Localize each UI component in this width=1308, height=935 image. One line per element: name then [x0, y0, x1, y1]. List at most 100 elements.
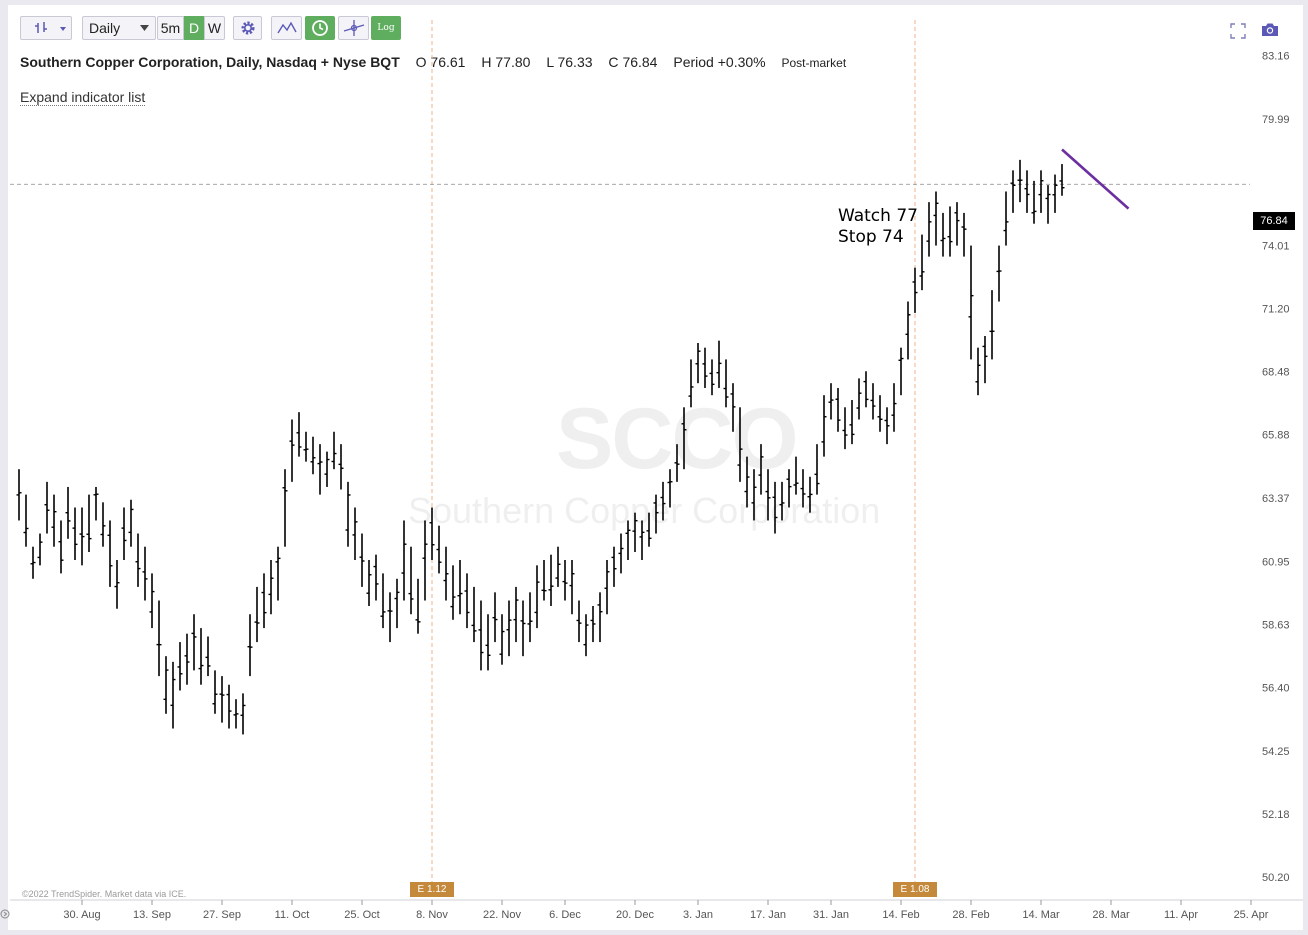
- history-button[interactable]: [305, 16, 335, 40]
- interval-5m-button[interactable]: 5m: [157, 16, 184, 40]
- price-bar: [961, 212, 967, 257]
- price-bar: [653, 494, 659, 534]
- annotation-line-2: Stop 74: [838, 227, 904, 247]
- price-bar: [597, 592, 603, 643]
- chart-type-button[interactable]: [20, 16, 72, 40]
- price-bar: [184, 633, 190, 685]
- interval-w-label: W: [207, 20, 222, 36]
- y-tick-label: 71.20: [1262, 303, 1290, 315]
- price-bar: [93, 486, 99, 521]
- price-bar: [639, 520, 645, 560]
- period-value: +0.30%: [717, 54, 766, 70]
- price-bar: [954, 202, 960, 246]
- price-bar: [142, 546, 148, 601]
- price-bar: [1038, 170, 1044, 213]
- price-bar: [849, 400, 855, 445]
- chart-title: Southern Copper Corporation, Daily, Nasd…: [20, 54, 400, 70]
- gear-icon: [241, 21, 254, 35]
- price-bar: [996, 245, 1002, 302]
- price-bar: [1031, 180, 1037, 224]
- high-label: H: [481, 54, 492, 70]
- annotation-line-1: Watch 77: [838, 206, 918, 226]
- price-bar: [814, 444, 820, 495]
- indicators-button[interactable]: [271, 16, 302, 40]
- expand-indicator-link[interactable]: Expand indicator list: [20, 89, 146, 106]
- price-bar: [16, 469, 22, 521]
- price-bar: [569, 559, 575, 615]
- price-bar: [492, 592, 498, 643]
- price-bar: [541, 559, 547, 601]
- price-bar: [226, 684, 232, 729]
- price-bar: [940, 212, 946, 257]
- price-bar: [436, 525, 442, 574]
- price-bar: [30, 546, 36, 579]
- price-bar: [828, 383, 834, 420]
- price-bar: [394, 578, 400, 629]
- price-bar: [842, 407, 848, 450]
- price-bar: [156, 600, 162, 677]
- y-tick-label: 68.48: [1262, 367, 1290, 379]
- price-bar: [296, 412, 302, 457]
- log-scale-toggle[interactable]: Log: [371, 16, 401, 40]
- price-bar: [114, 559, 120, 609]
- price-bar: [989, 290, 995, 360]
- settings-button[interactable]: [233, 16, 262, 40]
- price-bar: [1017, 159, 1023, 203]
- price-bar: [387, 592, 393, 643]
- price-bar: [359, 533, 365, 587]
- price-bar: [821, 395, 827, 457]
- price-bar: [758, 444, 764, 495]
- copyright-text: ©2022 TrendSpider. Market data via ICE.: [22, 889, 187, 899]
- price-bar: [800, 469, 806, 508]
- watermark-name: Southern Copper Corporation: [408, 490, 881, 531]
- price-bar: [240, 693, 246, 735]
- x-tick-label: 22. Nov: [483, 909, 521, 921]
- price-bar: [737, 407, 743, 482]
- scroll-left-icon[interactable]: [0, 909, 10, 919]
- price-bar: [324, 451, 330, 487]
- price-bar: [611, 546, 617, 587]
- price-bar: [912, 267, 918, 313]
- camera-icon[interactable]: [1261, 22, 1279, 37]
- price-bar: [604, 559, 610, 615]
- timeframe-select[interactable]: Daily: [82, 16, 156, 40]
- price-bar: [44, 481, 50, 534]
- price-bar: [765, 469, 771, 521]
- price-bar: [898, 347, 904, 396]
- interval-d-button[interactable]: D: [184, 16, 204, 40]
- price-bar: [513, 586, 519, 643]
- interval-d-label: D: [188, 20, 200, 36]
- open-label: O: [415, 54, 427, 70]
- price-bar: [681, 407, 687, 470]
- x-tick-label: 25. Oct: [344, 909, 379, 921]
- y-tick-label: 74.01: [1262, 240, 1290, 252]
- price-bar: [254, 586, 260, 643]
- earnings-badge[interactable]: E 1.12: [410, 882, 454, 897]
- fullscreen-icon[interactable]: [1230, 23, 1246, 39]
- price-bar: [772, 481, 778, 534]
- price-bar: [975, 347, 981, 396]
- y-tick-label: 50.20: [1262, 872, 1290, 884]
- price-bar: [555, 546, 561, 587]
- price-bar: [660, 481, 666, 521]
- bar-chart-icon: [35, 22, 66, 33]
- price-bar: [947, 206, 953, 257]
- price-bar: [877, 395, 883, 432]
- clock-icon: [312, 20, 328, 36]
- price-bar: [177, 642, 183, 691]
- price-bar: [716, 340, 722, 388]
- price-bar: [632, 512, 638, 553]
- price-bar: [219, 676, 225, 723]
- y-tick-label: 58.63: [1262, 619, 1290, 631]
- trendline[interactable]: [1061, 148, 1130, 210]
- earnings-badge[interactable]: E 1.08: [893, 882, 937, 897]
- price-bar: [72, 507, 78, 560]
- price-bar: [317, 444, 323, 495]
- price-bar: [65, 486, 71, 539]
- x-tick-label: 30. Aug: [63, 909, 100, 921]
- y-tick-label: 65.88: [1262, 430, 1290, 442]
- drawing-tool-button[interactable]: [338, 16, 369, 40]
- price-bar: [1052, 174, 1058, 213]
- interval-w-button[interactable]: W: [204, 16, 225, 40]
